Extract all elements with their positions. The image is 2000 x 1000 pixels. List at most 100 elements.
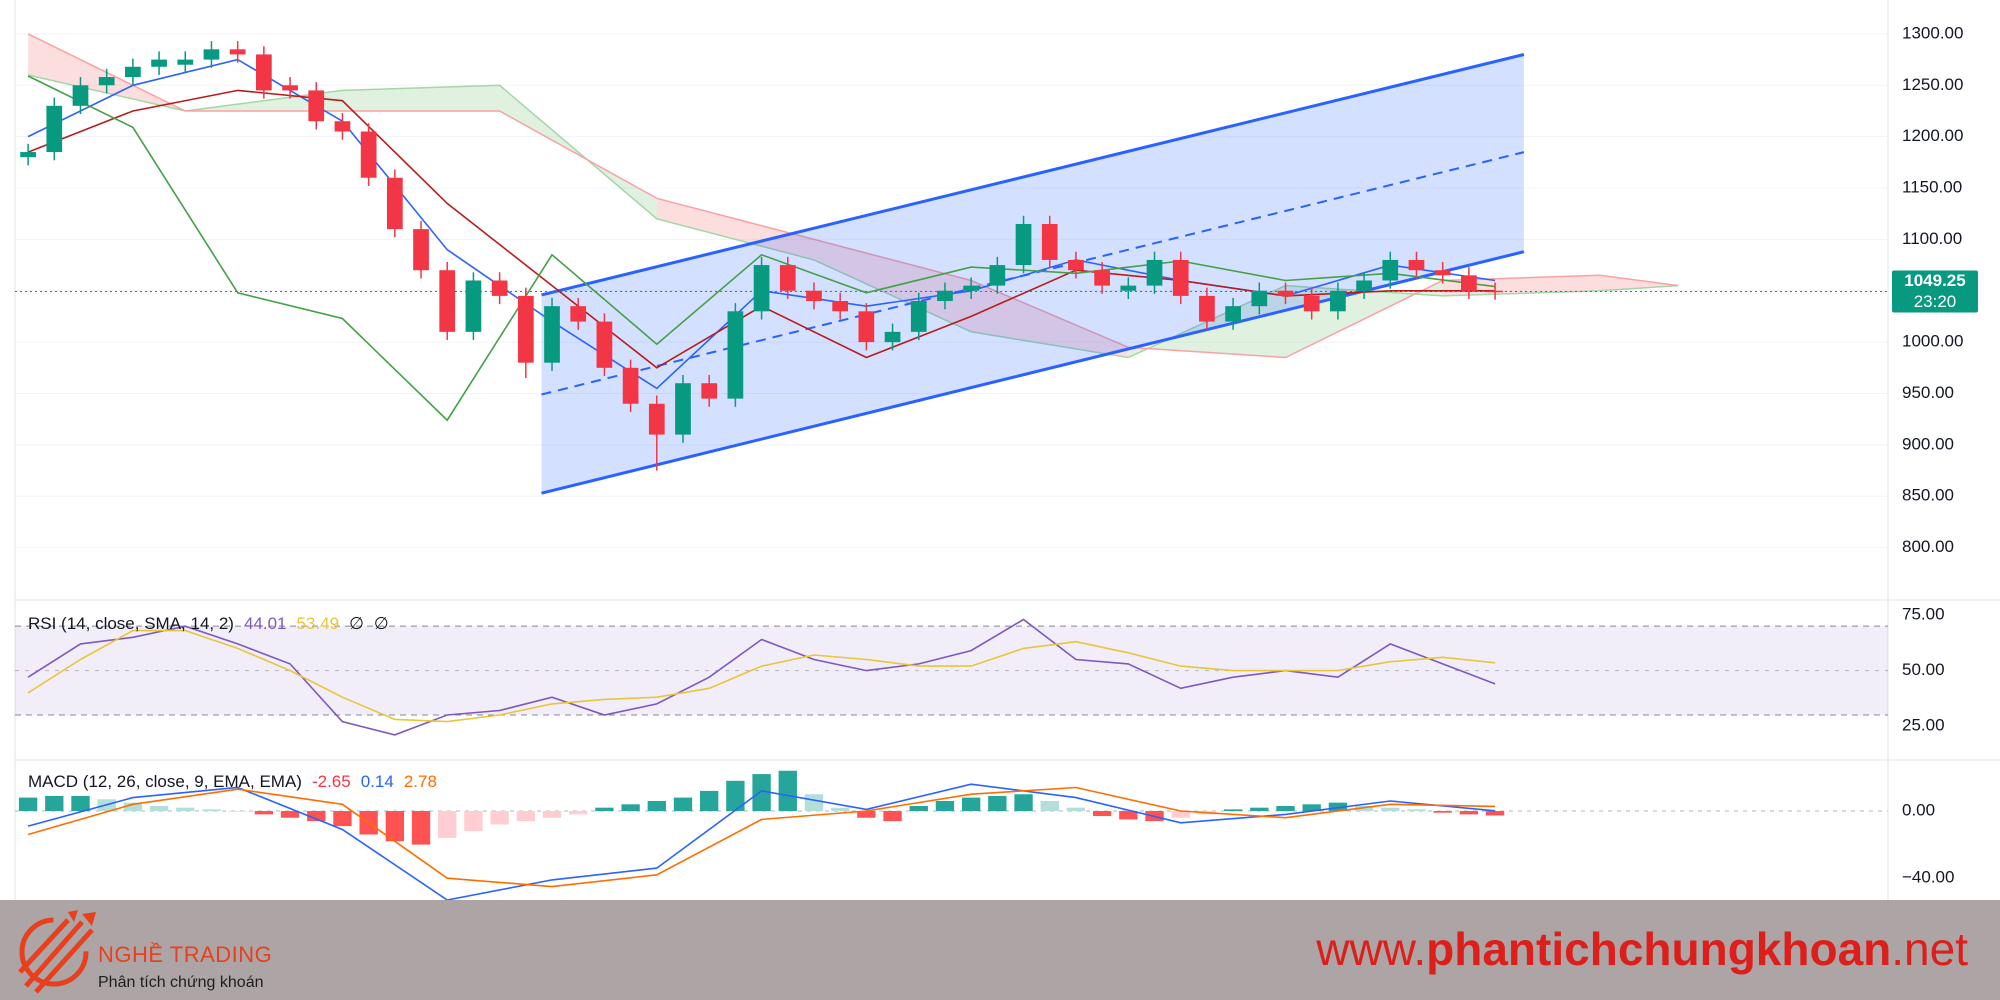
macd-histogram-bar [490, 811, 509, 825]
macd-histogram-bar [883, 811, 902, 822]
candle-body [1382, 259, 1399, 281]
y-tick-label: 1250.00 [1902, 75, 1963, 94]
candle-body [334, 121, 351, 132]
website[interactable]: www.phantichchungkhoan.net [1316, 922, 1968, 976]
logo-arrowheads [68, 910, 96, 926]
candle-body [413, 229, 429, 271]
macd-line [27, 786, 1496, 888]
macd-histogram-bar [1119, 811, 1138, 820]
macd-histogram-bar [830, 807, 850, 812]
candle-body [282, 85, 298, 91]
macd-histogram-bar [1328, 802, 1348, 812]
macd-histogram-bar [857, 811, 876, 818]
macd-histogram-bar [1485, 811, 1505, 816]
candle-body [177, 59, 194, 65]
candle-body [1068, 259, 1084, 271]
macd-histogram-bar [123, 802, 143, 812]
candle-body [1199, 295, 1215, 322]
macd-histogram-bar [280, 811, 300, 818]
countdown: 23:20 [1914, 292, 1957, 311]
y-tick-label: 0.00 [1902, 801, 1935, 820]
macd-histogram-bar [700, 790, 719, 812]
candle-body [1330, 290, 1346, 312]
macd-histogram-bar [935, 800, 955, 812]
y-tick-label: 1100.00 [1902, 229, 1962, 248]
candle-body [1303, 295, 1320, 312]
candle-body [1015, 223, 1032, 266]
rsi-extra: ∅ [374, 614, 389, 633]
macd-histogram-bar [726, 780, 745, 812]
y-tick-label: 950.00 [1902, 383, 1954, 402]
last-price-tag [1892, 270, 1978, 313]
candle-body [622, 367, 639, 404]
indicator-line [27, 75, 1496, 422]
macd-histogram-bar [1407, 809, 1426, 812]
macd-histogram-bar [1040, 800, 1059, 812]
macd-line [27, 783, 1496, 900]
candle-body [1277, 290, 1294, 296]
cloud-segment [1599, 275, 1679, 291]
macd-histogram-bar [1381, 807, 1400, 812]
candle-body [465, 280, 482, 332]
logo [18, 910, 96, 994]
macd-histogram-bar [333, 811, 352, 827]
macd-histogram-bar [18, 797, 38, 812]
macd-histogram-bar [45, 795, 64, 812]
candle-body [1120, 285, 1137, 291]
candle-body [1487, 290, 1503, 293]
y-tick-label: 1200.00 [1902, 126, 1963, 145]
url-main: phantichchungkhoan [1426, 923, 1892, 975]
macd-histogram-bar [307, 811, 326, 822]
y-tick-label: −40.00 [1902, 868, 1954, 887]
candle-body [491, 280, 508, 296]
candle-body [1225, 306, 1241, 322]
logo-ring [19, 917, 89, 987]
candle-body [596, 321, 613, 368]
candle-body [1408, 259, 1425, 271]
y-tick-label: 1000.00 [1902, 332, 1963, 351]
macd-histogram-bar [438, 811, 457, 838]
y-tick-label: 75.00 [1902, 605, 1945, 624]
macd-histogram-bar [752, 774, 771, 812]
logo-arrows [18, 918, 94, 994]
macd-histogram-bar [778, 770, 797, 812]
macd-legend: MACD (12, 26, close, 9, EMA, EMA) -2.65 0.… [28, 772, 437, 791]
y-tick-label: 900.00 [1902, 434, 1954, 453]
macd-histogram-bar [569, 811, 588, 815]
macd-histogram-bar [1276, 805, 1295, 812]
candle-body [806, 290, 822, 302]
candle-body [1356, 280, 1372, 291]
candle-body [1251, 290, 1268, 307]
candle-body [98, 77, 115, 86]
rsi-value: 44.01 [244, 614, 287, 633]
macd-title: MACD (12, 26, close, 9, EMA, EMA) [28, 772, 302, 791]
macd-histogram-bar [647, 800, 666, 812]
macd-histogram-bar [1302, 804, 1321, 812]
macd-histogram-bar [1354, 805, 1374, 812]
candle-body [20, 152, 36, 158]
url-prefix: www. [1316, 923, 1427, 975]
last-price-label: 1049.25 [1904, 271, 1965, 290]
macd-histogram-bar [673, 797, 693, 812]
candle-body [701, 383, 718, 399]
candle-body [439, 270, 456, 332]
macd-histogram-bar [988, 795, 1007, 812]
macd-histogram-bar [385, 811, 405, 842]
macd-histogram-bar [516, 811, 535, 822]
macd-histogram-bar [1092, 811, 1112, 817]
candle-body [1461, 275, 1477, 291]
cloud-segment [656, 198, 814, 260]
macd-histogram-bar [1171, 811, 1190, 818]
candle-body [203, 49, 220, 60]
candle-body [910, 301, 927, 332]
candle-body [229, 49, 246, 55]
candle-body [72, 85, 89, 106]
candle-body [858, 311, 875, 343]
macd-histogram-bar [595, 807, 614, 812]
candle-body [675, 383, 691, 435]
candle-body [544, 306, 560, 363]
candle-body [517, 295, 534, 363]
macd-histogram-bar [542, 811, 562, 818]
tagline: Phân tích chứng khoán [98, 974, 264, 991]
